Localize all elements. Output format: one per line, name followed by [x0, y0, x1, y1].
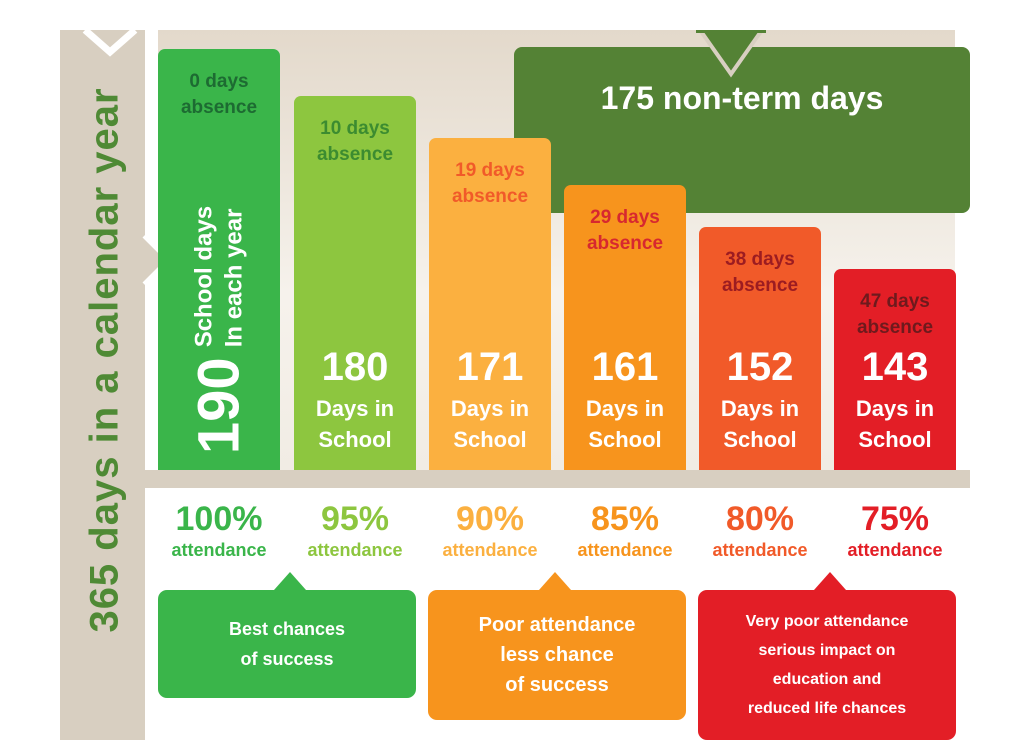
- bar: [834, 268, 956, 470]
- percent-label: 100%: [175, 500, 263, 538]
- callout-line: of success: [505, 674, 609, 696]
- caption-line: School days: [190, 205, 217, 348]
- callout-line: Very poor attendance: [745, 613, 909, 630]
- absence-line: 0 days: [189, 70, 249, 92]
- absence-line: 19 days: [455, 159, 525, 181]
- value-label: 171: [456, 345, 524, 389]
- callout-line: Best chances: [228, 619, 346, 639]
- absence-label: 29 days absence: [564, 205, 686, 257]
- attendance-label: attendance: [171, 540, 267, 560]
- attendance-label: attendance: [847, 540, 943, 560]
- non-term-pointer: [696, 30, 766, 78]
- days-line: Days in: [720, 396, 800, 421]
- attendance-label: attendance: [577, 540, 673, 560]
- first-bar-rotated: 190 School days In each year: [186, 206, 253, 454]
- days-line: Days in: [450, 396, 530, 421]
- absence-label: 47 days absence: [834, 289, 956, 341]
- days-in-school-label: Days in School: [564, 393, 686, 455]
- bar: [699, 226, 821, 470]
- value-label: 143: [861, 345, 929, 389]
- attendance-label: attendance: [712, 540, 808, 560]
- absence-label: 0 days absence: [158, 69, 280, 121]
- callout-line: serious impact on: [758, 642, 896, 659]
- school-days-caption: School days In each year: [189, 206, 249, 347]
- percent-label: 95%: [320, 500, 390, 538]
- days-in-school-label: Days in School: [834, 393, 956, 455]
- days-line: School: [588, 427, 662, 452]
- absence-line: 29 days: [590, 206, 660, 228]
- calendar-year-band: [60, 30, 145, 740]
- days-line: Days in: [855, 396, 935, 421]
- days-in-school-label: Days in School: [699, 393, 821, 455]
- percent-label: 85%: [590, 500, 660, 538]
- absence-line: 47 days: [860, 290, 930, 312]
- callout-text: Best chances of success: [229, 614, 345, 674]
- days-line: School: [723, 427, 797, 452]
- callout-box: Best chances of success: [158, 590, 416, 698]
- absence-label: 10 days absence: [294, 116, 416, 168]
- value-label: 152: [726, 345, 794, 389]
- value-label: 161: [591, 345, 659, 389]
- absence-line: absence: [721, 274, 799, 296]
- non-term-label: 175 non-term days: [600, 80, 884, 116]
- value-label: 190: [186, 357, 252, 455]
- callout-line: education and: [772, 671, 882, 688]
- callout-text: Very poor attendance serious impact on edu…: [746, 607, 909, 723]
- callout-box: Very poor attendance serious impact on edu…: [698, 590, 956, 740]
- percent-label: 75%: [860, 500, 930, 538]
- callout-line: Poor attendance: [478, 614, 636, 636]
- attendance-label: attendance: [442, 540, 538, 560]
- callout-line: reduced life chances: [747, 700, 907, 717]
- percent-label: 90%: [455, 500, 525, 538]
- absence-label: 38 days absence: [699, 247, 821, 299]
- bar: [429, 137, 551, 470]
- absence-line: 38 days: [725, 248, 795, 270]
- callout-line: less chance: [500, 644, 614, 666]
- absence-line: absence: [586, 232, 664, 254]
- bar: [158, 48, 280, 470]
- days-line: Days in: [315, 396, 395, 421]
- days-in-school-label: Days in School: [294, 393, 416, 455]
- days-line: School: [318, 427, 392, 452]
- absence-line: absence: [180, 96, 258, 118]
- days-line: School: [858, 427, 932, 452]
- absence-line: 10 days: [320, 117, 390, 139]
- callout-pointer: [814, 572, 846, 590]
- bar: [564, 184, 686, 470]
- absence-line: absence: [856, 316, 934, 338]
- bar: [294, 95, 416, 470]
- side-title: 365 days in a calendar year: [82, 87, 127, 633]
- days-in-school-label: Days in School: [429, 393, 551, 455]
- absence-label: 19 days absence: [429, 158, 551, 210]
- baseline: [145, 470, 970, 488]
- callout-box: Poor attendance less chance of success: [428, 590, 686, 720]
- callout-line: of success: [240, 649, 334, 669]
- absence-line: absence: [316, 143, 394, 165]
- percent-label: 80%: [725, 500, 795, 538]
- callout-pointer: [274, 572, 306, 590]
- callout-pointer: [539, 572, 571, 590]
- absence-line: absence: [451, 185, 529, 207]
- value-label: 180: [321, 345, 389, 389]
- callout-text: Poor attendance less chance of success: [479, 610, 636, 700]
- days-line: Days in: [585, 396, 665, 421]
- days-line: School: [453, 427, 527, 452]
- caption-line: In each year: [220, 208, 247, 348]
- attendance-label: attendance: [307, 540, 403, 560]
